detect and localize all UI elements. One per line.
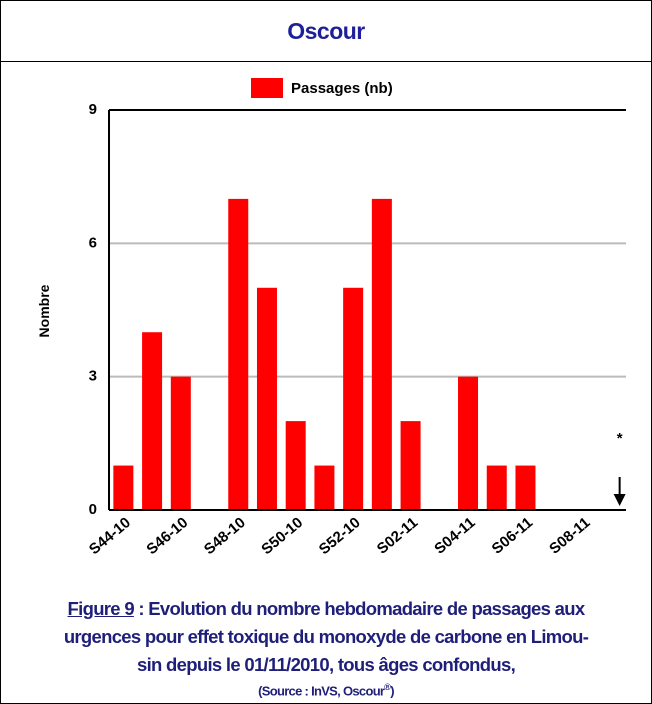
bar: [371, 198, 392, 510]
caption: Figure 9 : Evolution du nombre hebdomada…: [1, 595, 651, 699]
bar: [170, 376, 191, 510]
bar: [515, 465, 536, 510]
legend-label: Passages (nb): [291, 80, 393, 97]
source-end: ): [390, 683, 394, 699]
x-tick-label: S06-11: [489, 514, 536, 558]
y-axis-label: Nombre: [36, 284, 52, 337]
y-tick-label: 9: [89, 101, 97, 118]
bar: [113, 465, 134, 510]
x-tick-label: S50-10: [258, 514, 306, 558]
x-tick-label: S44-10: [86, 514, 134, 558]
x-tick-label: S46-10: [143, 514, 191, 558]
bar: [256, 287, 277, 510]
panel-title: Oscour: [1, 1, 651, 62]
chart: Passages (nb) Nombre 0 3 6 9 S44-10 S46-10 S48…: [36, 78, 626, 558]
figure-label: Figure 9: [67, 598, 135, 619]
bar: [458, 376, 479, 510]
source-text: (Source : InVS, Oscour: [258, 683, 385, 699]
bar: [142, 332, 163, 510]
y-tick-label: 3: [89, 368, 97, 385]
bar: [228, 198, 249, 510]
bar: [285, 421, 306, 510]
arrow-head: [613, 494, 626, 506]
x-tick-label: S52-10: [316, 514, 364, 558]
source-mark: ®: [384, 682, 391, 692]
bar: [486, 465, 507, 510]
source: (Source : InVS, Oscour®): [1, 679, 651, 699]
y-tick-label: 6: [89, 234, 97, 251]
y-tick-label: 0: [89, 501, 97, 518]
x-tick-label: S48-10: [201, 514, 249, 558]
bar: [314, 465, 335, 510]
caption-line: : Evolution du nombre hebdomadaire de pa…: [133, 598, 585, 619]
x-tick-label: S04-11: [431, 514, 478, 558]
caption-line: sin depuis le 01/11/2010, tous âges conf…: [136, 654, 516, 675]
x-tick-label: S08-11: [546, 514, 593, 558]
x-tick-label: S02-11: [374, 514, 421, 558]
legend-swatch: [251, 78, 283, 98]
caption-line: urgences pour effet toxique du monoxyde …: [63, 626, 589, 647]
annotation: *: [617, 430, 623, 447]
bar: [343, 287, 364, 510]
bar: [400, 421, 421, 510]
